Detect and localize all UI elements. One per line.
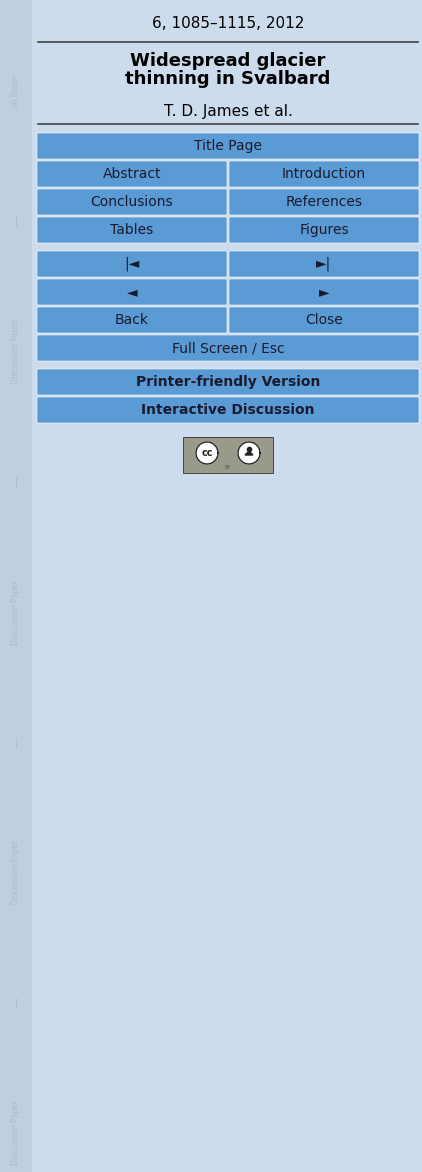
Text: Introduction: Introduction (282, 166, 366, 180)
Text: on Paper: on Paper (11, 74, 21, 108)
Bar (0, 0, 32, 1172)
Text: Back: Back (115, 313, 149, 327)
Text: Discussion Paper: Discussion Paper (11, 1101, 21, 1165)
Text: Discussion Paper: Discussion Paper (11, 579, 21, 645)
Text: Printer-friendly Version: Printer-friendly Version (136, 375, 320, 389)
FancyBboxPatch shape (37, 335, 419, 361)
FancyBboxPatch shape (37, 279, 227, 305)
Text: Figures: Figures (299, 223, 349, 237)
FancyBboxPatch shape (229, 307, 419, 333)
Text: |: | (14, 477, 18, 488)
Polygon shape (245, 451, 253, 455)
Text: thinning in Svalbard: thinning in Svalbard (125, 70, 331, 88)
FancyBboxPatch shape (229, 217, 419, 243)
Polygon shape (196, 442, 218, 464)
FancyBboxPatch shape (37, 251, 227, 277)
Text: Discussion Paper: Discussion Paper (11, 840, 21, 905)
FancyBboxPatch shape (229, 189, 419, 214)
Text: Title Page: Title Page (194, 139, 262, 154)
Text: Full Screen / Esc: Full Screen / Esc (172, 341, 284, 355)
FancyBboxPatch shape (229, 161, 419, 188)
FancyBboxPatch shape (37, 307, 227, 333)
Text: ►: ► (319, 285, 329, 299)
FancyBboxPatch shape (229, 279, 419, 305)
Text: References: References (286, 195, 362, 209)
Text: |: | (14, 216, 18, 226)
Text: Abstract: Abstract (103, 166, 161, 180)
Text: cc: cc (201, 448, 213, 458)
Text: Discussion Paper: Discussion Paper (11, 319, 21, 384)
FancyBboxPatch shape (229, 251, 419, 277)
FancyBboxPatch shape (37, 369, 419, 395)
FancyBboxPatch shape (37, 189, 227, 214)
Bar (183, 437, 273, 473)
Text: Close: Close (305, 313, 343, 327)
Polygon shape (238, 442, 260, 464)
FancyBboxPatch shape (37, 161, 227, 188)
Text: Conclusions: Conclusions (91, 195, 173, 209)
Text: 6, 1085–1115, 2012: 6, 1085–1115, 2012 (152, 16, 304, 30)
Text: Widespread glacier: Widespread glacier (130, 52, 326, 70)
Text: Tables: Tables (111, 223, 154, 237)
Text: |◄: |◄ (124, 257, 140, 271)
Text: ◄: ◄ (127, 285, 137, 299)
FancyBboxPatch shape (37, 397, 419, 423)
Text: ►|: ►| (316, 257, 332, 271)
Text: Interactive Discussion: Interactive Discussion (141, 403, 315, 417)
Text: |: | (14, 737, 18, 748)
FancyBboxPatch shape (37, 217, 227, 243)
Text: BY: BY (225, 465, 231, 470)
FancyBboxPatch shape (37, 132, 419, 159)
Text: |: | (14, 997, 18, 1008)
Text: T. D. James et al.: T. D. James et al. (164, 104, 292, 120)
